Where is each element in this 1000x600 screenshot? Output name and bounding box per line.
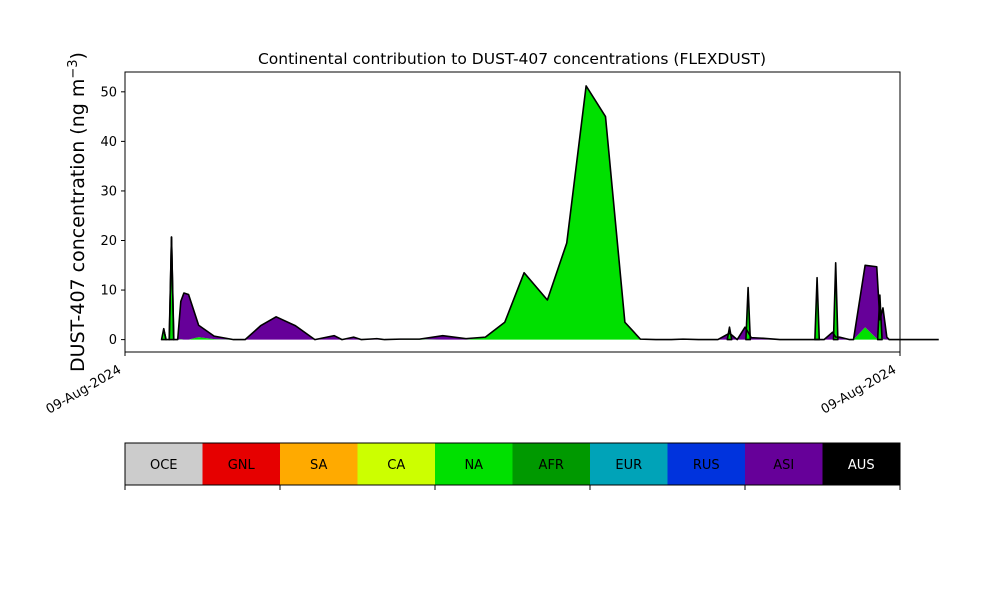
y-tick-label: 50 [100, 85, 117, 100]
legend-label-afr: AFR [539, 458, 564, 473]
legend-frame [124, 442, 901, 486]
y-tick-label: 20 [100, 234, 117, 249]
legend-swatch-aus [822, 443, 901, 485]
plot-outline [162, 85, 939, 341]
legend-swatch-ca [357, 443, 436, 485]
legend-swatch-gnl [202, 443, 281, 485]
total-spike-4 [814, 276, 821, 341]
area-asi [163, 85, 939, 340]
legend-swatch-asi [745, 443, 823, 485]
plot-frame [124, 71, 901, 353]
chart-title: Continental contribution to DUST-407 con… [258, 50, 766, 68]
x-tick-label-end: 09-Aug-2024 [819, 362, 899, 417]
total-spike-5 [832, 261, 839, 341]
legend-label-sa: SA [310, 458, 327, 473]
legend-swatch-oce [125, 443, 203, 485]
area-na [163, 85, 939, 340]
legend-swatch-eur [590, 443, 668, 485]
plot-areas [163, 85, 939, 340]
y-axis-ticks: 0 10 20 30 40 50 [100, 85, 125, 348]
legend-swatch-afr [512, 443, 591, 485]
x-axis-ticks: 09-Aug-2024 09-Aug-2024 [44, 352, 901, 418]
legend-swatch-rus [667, 443, 746, 485]
legend-swatch-na [435, 443, 513, 485]
legend-label-oce: OCE [150, 458, 178, 473]
continent-legend: OCE GNL SA CA NA AFR EUR RUS ASI AUS [124, 442, 901, 490]
y-tick-label: 0 [109, 333, 117, 348]
legend-label-asi: ASI [773, 458, 794, 473]
legend-label-aus: AUS [848, 458, 875, 473]
y-tick-label: 30 [100, 184, 117, 199]
legend-swatch-sa [280, 443, 358, 485]
total-spike-3 [745, 286, 752, 341]
total-line [162, 85, 939, 341]
y-tick-label: 40 [100, 135, 117, 150]
legend-label-ca: CA [387, 458, 405, 473]
legend-label-na: NA [464, 458, 483, 473]
y-axis-label: DUST-407 concentration (ng m−3) [66, 52, 89, 372]
y-tick-label: 10 [100, 284, 117, 299]
legend-label-gnl: GNL [228, 458, 256, 473]
legend-label-eur: EUR [615, 458, 642, 473]
legend-label-rus: RUS [693, 458, 720, 473]
